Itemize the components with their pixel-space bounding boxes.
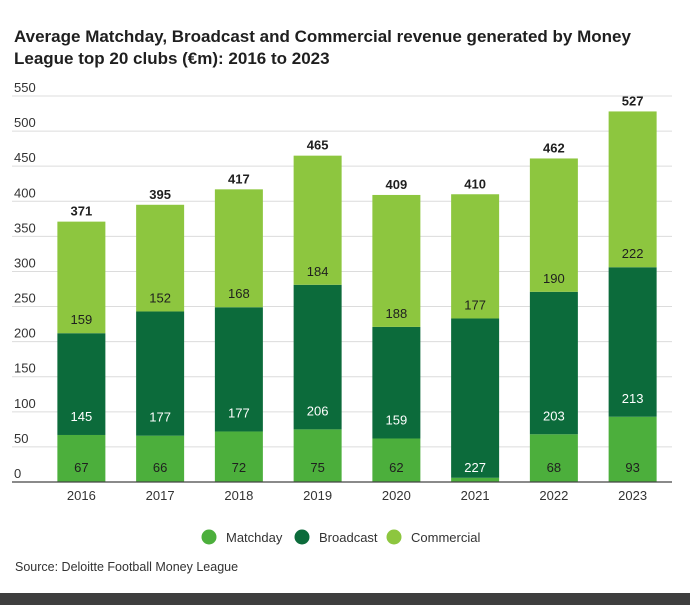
data-label-matchday: 62 bbox=[389, 460, 403, 475]
x-tick-label: 2022 bbox=[539, 488, 568, 503]
source-note: Source: Deloitte Football Money League bbox=[15, 560, 239, 574]
data-label-matchday: 67 bbox=[74, 460, 88, 475]
y-tick-label: 400 bbox=[14, 185, 36, 200]
bar-broadcast-2017 bbox=[136, 311, 185, 436]
bar-broadcast-2016 bbox=[57, 333, 106, 435]
bar-commercial-2019 bbox=[293, 155, 342, 285]
data-label-commercial: 177 bbox=[464, 297, 486, 312]
x-tick-label: 2023 bbox=[618, 488, 647, 503]
bar-matchday-2018 bbox=[214, 431, 263, 482]
data-label-commercial: 190 bbox=[543, 271, 565, 286]
x-tick-label: 2017 bbox=[146, 488, 175, 503]
y-tick-label: 50 bbox=[14, 431, 28, 446]
footer-bar bbox=[0, 593, 690, 605]
data-label-matchday: 93 bbox=[625, 460, 639, 475]
data-label-broadcast: 213 bbox=[622, 391, 644, 406]
x-tick-label: 2021 bbox=[461, 488, 490, 503]
y-tick-label: 500 bbox=[14, 115, 36, 130]
total-label: 410 bbox=[464, 176, 486, 191]
bar-broadcast-2020 bbox=[372, 326, 421, 439]
bar-broadcast-2023 bbox=[608, 267, 657, 417]
bar-commercial-2021 bbox=[451, 194, 500, 319]
y-tick-label: 0 bbox=[14, 466, 21, 481]
x-tick-label: 2020 bbox=[382, 488, 411, 503]
x-tick-label: 2018 bbox=[224, 488, 253, 503]
data-label-matchday: 227 bbox=[464, 460, 486, 475]
bar-commercial-2017 bbox=[136, 204, 185, 312]
data-label-commercial: 188 bbox=[386, 306, 408, 321]
data-label-broadcast: 206 bbox=[307, 403, 329, 418]
data-label-commercial: 184 bbox=[307, 264, 329, 279]
bar-commercial-2020 bbox=[372, 194, 421, 327]
legend-swatch-commercial bbox=[386, 529, 402, 545]
data-label-matchday: 66 bbox=[153, 460, 167, 475]
data-label-commercial: 152 bbox=[149, 290, 171, 305]
data-label-commercial: 168 bbox=[228, 286, 250, 301]
bar-matchday-2016 bbox=[57, 434, 106, 482]
bar-matchday-2022 bbox=[529, 434, 578, 482]
bar-broadcast-2021 bbox=[451, 318, 500, 478]
bar-commercial-2023 bbox=[608, 111, 657, 268]
legend-label-commercial: Commercial bbox=[411, 530, 480, 545]
y-tick-label: 350 bbox=[14, 220, 36, 235]
y-tick-label: 550 bbox=[14, 80, 36, 95]
bar-matchday-2021 bbox=[451, 477, 500, 482]
chart: 0 50 100 150 200 250 300 350 400 450 500 550 67 145 15… bbox=[12, 80, 672, 545]
bar-matchday-2017 bbox=[136, 435, 185, 482]
x-tick-label: 2019 bbox=[303, 488, 332, 503]
bar-matchday-2023 bbox=[608, 416, 657, 482]
data-label-broadcast: 177 bbox=[228, 406, 250, 421]
data-label-commercial: 159 bbox=[71, 312, 93, 327]
y-tick-label: 450 bbox=[14, 150, 36, 165]
data-label-matchday: 68 bbox=[547, 460, 561, 475]
bar-commercial-2022 bbox=[529, 158, 578, 292]
total-label: 409 bbox=[386, 177, 408, 192]
total-label: 371 bbox=[71, 204, 93, 219]
bar-broadcast-2019 bbox=[293, 284, 342, 430]
total-label: 417 bbox=[228, 171, 250, 186]
data-label-matchday: 72 bbox=[232, 460, 246, 475]
bar-broadcast-2018 bbox=[214, 307, 263, 432]
data-label-broadcast: 177 bbox=[149, 410, 171, 425]
bar-matchday-2019 bbox=[293, 429, 342, 482]
y-tick-label: 200 bbox=[14, 326, 36, 341]
total-label: 395 bbox=[149, 187, 171, 202]
total-label: 465 bbox=[307, 138, 329, 153]
legend-swatch-matchday bbox=[201, 529, 217, 545]
data-label-commercial: 222 bbox=[622, 246, 644, 261]
data-label-broadcast: 159 bbox=[386, 413, 408, 428]
legend-swatch-broadcast bbox=[294, 529, 310, 545]
data-label-broadcast: 145 bbox=[71, 409, 93, 424]
chart-title: Average Matchday, Broadcast and Commerci… bbox=[14, 27, 631, 68]
bar-matchday-2020 bbox=[372, 438, 421, 482]
bar-broadcast-2022 bbox=[529, 291, 578, 435]
x-tick-label: 2016 bbox=[67, 488, 96, 503]
data-label-broadcast: 203 bbox=[543, 408, 565, 423]
y-tick-label: 250 bbox=[14, 291, 36, 306]
y-tick-label: 150 bbox=[14, 361, 36, 376]
legend-label-matchday: Matchday bbox=[226, 530, 283, 545]
bar-commercial-2018 bbox=[214, 189, 263, 308]
bar-commercial-2016 bbox=[57, 221, 106, 334]
data-label-matchday: 75 bbox=[310, 460, 324, 475]
total-label: 462 bbox=[543, 140, 565, 155]
y-tick-label: 100 bbox=[14, 396, 36, 411]
total-label: 527 bbox=[622, 93, 644, 108]
legend-label-broadcast: Broadcast bbox=[319, 530, 378, 545]
y-tick-label: 300 bbox=[14, 255, 36, 270]
